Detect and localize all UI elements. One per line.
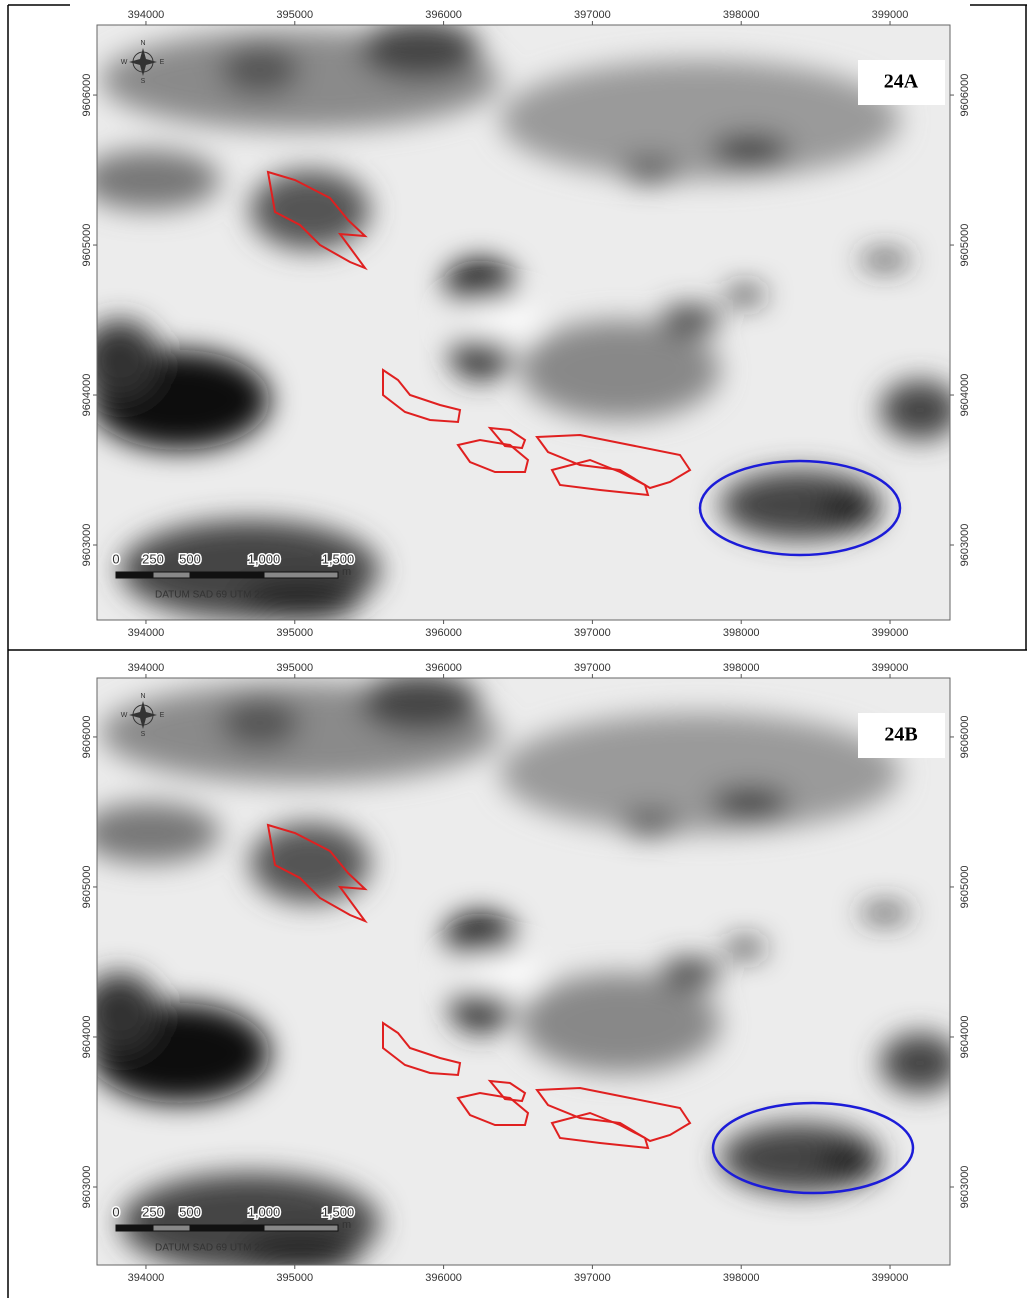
y-tick-label: 9604000 [959, 374, 971, 417]
scale-label: 0 [112, 551, 119, 566]
scale-unit: m [342, 1219, 351, 1231]
scale-segment [263, 571, 339, 579]
scale-label: 250 [142, 551, 164, 566]
scale-segment [115, 571, 154, 579]
scale-label: 250 [142, 1204, 164, 1219]
y-tick-label: 9603000 [959, 1166, 971, 1209]
x-tick-label: 399000 [872, 627, 909, 639]
scale-label: 1,000 [248, 551, 281, 566]
scale-label: 500 [179, 551, 201, 566]
scale-label: 1,500 [322, 1204, 355, 1219]
compass-letter: W [121, 712, 128, 719]
y-tick-label: 9603000 [81, 524, 93, 567]
panel-label-box [858, 713, 945, 758]
compass-star [129, 48, 157, 76]
scale-segment [115, 1224, 154, 1232]
compass-letter: E [160, 59, 165, 66]
datum-label: DATUM SAD 69 UTM 22 [155, 590, 266, 601]
x-tick-label: 395000 [276, 662, 313, 674]
scale-label: 500 [179, 1204, 201, 1219]
y-tick-label: 9606000 [959, 74, 971, 117]
x-tick-label: 399000 [872, 662, 909, 674]
compass-letter: S [141, 731, 146, 738]
compass-letter: N [140, 693, 145, 700]
datum-label: DATUM SAD 69 UTM 22 [155, 1243, 266, 1254]
y-tick-label: 9604000 [959, 1016, 971, 1059]
scale-segment [152, 571, 191, 579]
scale-label: 1,500 [322, 551, 355, 566]
x-tick-label: 398000 [723, 1272, 760, 1284]
compass-star [129, 701, 157, 729]
compass-letter: W [121, 59, 128, 66]
x-tick-label: 397000 [574, 627, 611, 639]
x-tick-label: 396000 [425, 9, 462, 21]
scale-segment [152, 1224, 191, 1232]
x-tick-label: 394000 [128, 662, 165, 674]
x-tick-label: 396000 [425, 662, 462, 674]
x-tick-label: 394000 [128, 627, 165, 639]
y-tick-label: 9603000 [959, 524, 971, 567]
scale-label: 250 [142, 551, 164, 566]
compass: N S E W [121, 40, 165, 85]
scale-label: 0 [112, 1204, 119, 1219]
x-tick-label: 398000 [723, 9, 760, 21]
y-tick-label: 9605000 [959, 866, 971, 909]
scale-segment [189, 1224, 265, 1232]
x-tick-label: 398000 [723, 662, 760, 674]
map-frame [96, 677, 951, 1266]
compass-letter: N [140, 40, 145, 47]
y-tick-label: 9606000 [959, 716, 971, 759]
x-tick-label: 398000 [723, 627, 760, 639]
x-tick-label: 394000 [128, 9, 165, 21]
map-image [60, 0, 990, 680]
cell-borders [7, 4, 1027, 1298]
map-frame [96, 24, 951, 621]
x-tick-label: 397000 [574, 1272, 611, 1284]
y-tick-label: 9604000 [81, 1016, 93, 1059]
scale-label: 500 [179, 551, 201, 566]
scale-label: 1,000 [248, 1204, 281, 1219]
scale-label: 500 [179, 1204, 201, 1219]
x-tick-label: 397000 [574, 9, 611, 21]
y-tick-label: 9605000 [81, 224, 93, 267]
x-tick-label: 397000 [574, 662, 611, 674]
y-tick-label: 9603000 [81, 1166, 93, 1209]
compass: N S E W [121, 693, 165, 738]
scale-segment [189, 571, 265, 579]
y-tick-label: 9606000 [81, 74, 93, 117]
panel-label-box [858, 60, 945, 105]
scale-label: 1,000 [248, 551, 281, 566]
panel-label: 24A [884, 71, 919, 93]
scale-unit: m [342, 566, 351, 578]
x-tick-label: 399000 [872, 9, 909, 21]
y-tick-label: 9605000 [959, 224, 971, 267]
y-tick-label: 9606000 [81, 716, 93, 759]
scale-label: 250 [142, 1204, 164, 1219]
x-tick-label: 395000 [276, 627, 313, 639]
scale-segment [263, 1224, 339, 1232]
x-tick-label: 399000 [872, 1272, 909, 1284]
compass-letter: S [141, 78, 146, 85]
x-tick-label: 395000 [276, 1272, 313, 1284]
scale-label: 1,500 [322, 1204, 355, 1219]
x-tick-label: 394000 [128, 1272, 165, 1284]
scale-label: 0 [112, 1204, 119, 1219]
x-tick-label: 395000 [276, 9, 313, 21]
x-tick-label: 396000 [425, 1272, 462, 1284]
x-tick-label: 396000 [425, 627, 462, 639]
scale-label: 1,000 [248, 1204, 281, 1219]
panel-label: 24B [884, 724, 917, 746]
compass-letter: E [160, 712, 165, 719]
y-tick-label: 9604000 [81, 374, 93, 417]
scale-label: 0 [112, 551, 119, 566]
y-tick-label: 9605000 [81, 866, 93, 909]
map-image [60, 653, 990, 1298]
scale-label: 1,500 [322, 551, 355, 566]
